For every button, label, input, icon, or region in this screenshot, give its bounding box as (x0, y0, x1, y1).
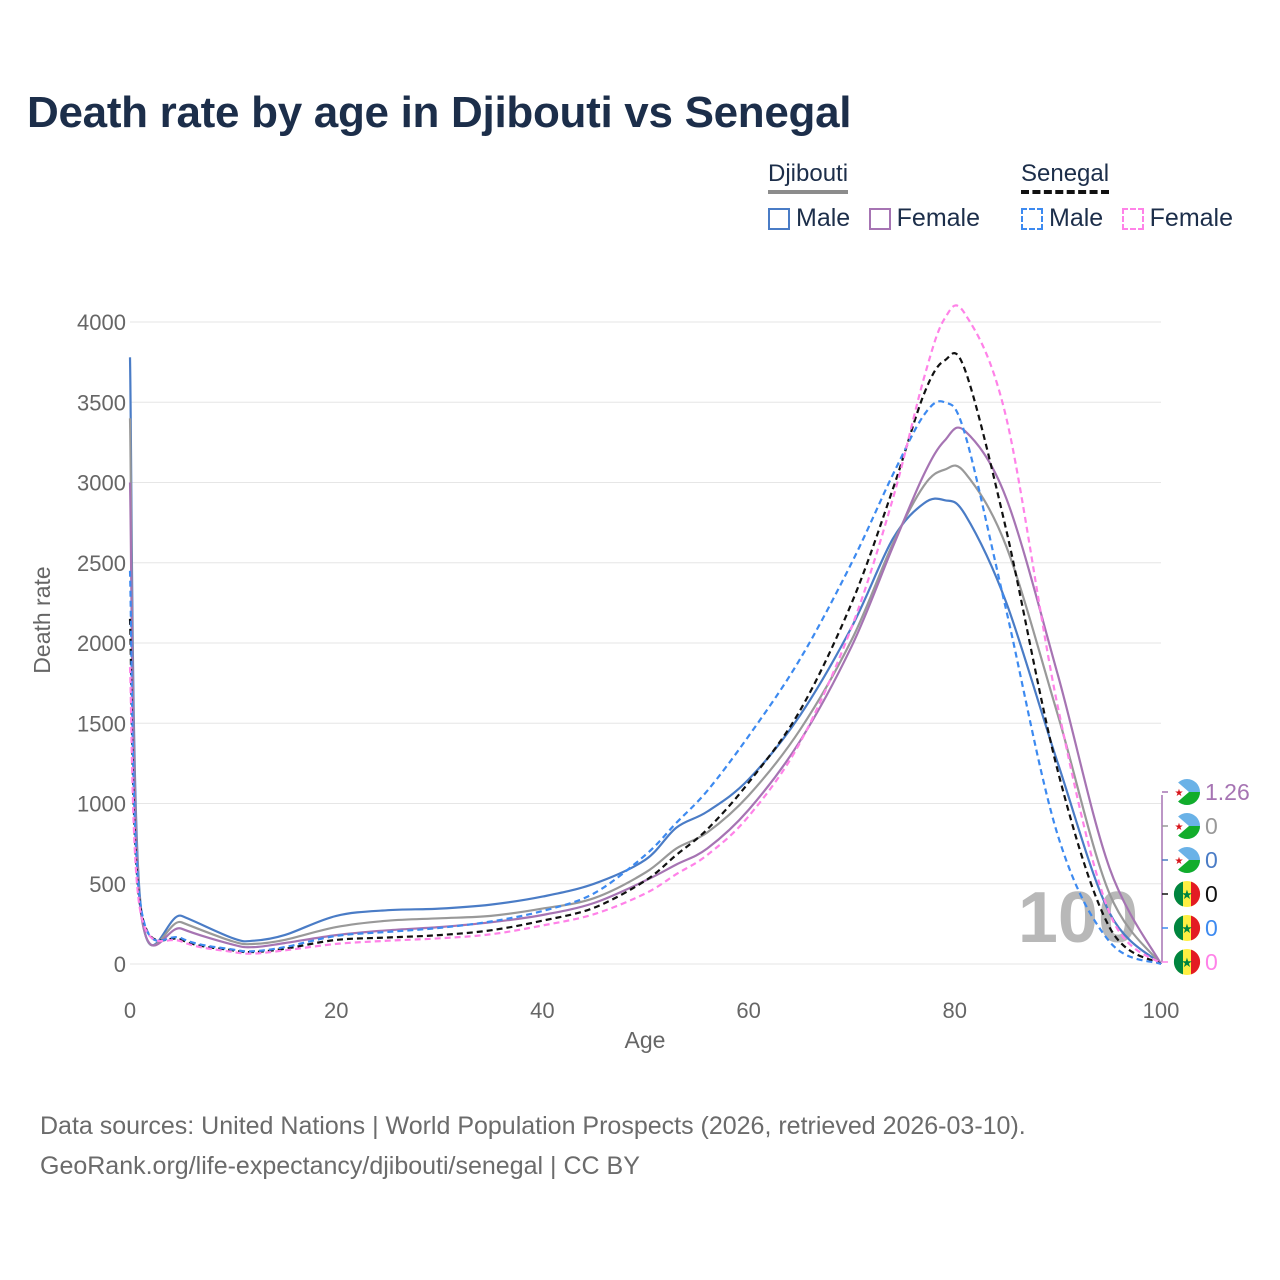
legend-group-senegal: Senegal Male Female (1021, 160, 1247, 235)
x-tick-label-80: 80 (943, 998, 967, 1023)
legend-swatch-senegal-male (1021, 207, 1043, 230)
senegal-flag-icon (1174, 915, 1200, 941)
y-tick-label-3500: 3500 (77, 390, 126, 415)
djibouti-flag-icon (1174, 847, 1200, 873)
senegal-flag-star: ★ (1181, 921, 1193, 936)
senegal-flag-red (1191, 949, 1201, 975)
senegal-flag-icon (1174, 949, 1200, 975)
y-tick-label-0: 0 (114, 952, 126, 977)
x-tick-label-60: 60 (736, 998, 760, 1023)
legend-item-senegal-male[interactable]: Male (1021, 204, 1103, 233)
djibouti-flag-icon (1174, 779, 1200, 805)
series-line-djibouti-both (128, 418, 1162, 965)
y-tick-label-2000: 2000 (77, 631, 126, 656)
djibouti-flag-green-half (1174, 826, 1200, 839)
legend-item-senegal-female[interactable]: Female (1121, 204, 1234, 233)
y-tick-label-500: 500 (89, 872, 126, 897)
senegal-flag-red (1191, 881, 1201, 907)
senegal-flag-green (1173, 949, 1183, 975)
djibouti-flag-triangle (1174, 813, 1189, 839)
senegal-flag-star: ★ (1181, 887, 1193, 902)
end-label-value-4: 0 (1205, 915, 1218, 941)
y-tick-label-1500: 1500 (77, 711, 126, 736)
x-tick-label-100: 100 (1143, 998, 1180, 1023)
legend-swatch-djibouti-male (768, 207, 790, 230)
legend-swatch-djibouti-female (868, 207, 891, 230)
end-label-value-0: 1.26 (1205, 779, 1250, 805)
chart-title: Death rate by age in Djibouti vs Senegal (27, 88, 852, 137)
legend-title-djibouti: Djibouti (768, 160, 849, 194)
end-label-value-1: 0 (1205, 813, 1218, 839)
djibouti-flag-green-half (1174, 792, 1200, 805)
y-tick-label-1000: 1000 (77, 792, 126, 817)
y-tick-label-4000: 4000 (77, 310, 126, 335)
source-note: Data sources: United Nations | World Pop… (40, 1106, 1026, 1186)
y-tick-label-2500: 2500 (77, 551, 126, 576)
legend-label-djibouti-male: Male (796, 204, 851, 232)
legend-label-senegal-male: Male (1049, 204, 1104, 232)
senegal-flag-icon (1174, 881, 1200, 907)
legend-swatch-senegal-female (1121, 207, 1144, 230)
senegal-flag-green (1173, 915, 1183, 941)
x-tick-label-40: 40 (530, 998, 554, 1023)
senegal-flag-green (1173, 881, 1183, 907)
series-line-djibouti-female (128, 426, 1162, 965)
legend-label-senegal-female: Female (1149, 204, 1234, 232)
x-axis-title: Age (625, 1027, 666, 1053)
legend-group-djibouti: Djibouti Male Female (768, 160, 994, 235)
djibouti-flag-star: ★ (1175, 822, 1184, 833)
age-annotation: 100 (1018, 878, 1138, 958)
djibouti-flag-green-half (1174, 860, 1200, 873)
senegal-flag-red (1191, 915, 1201, 941)
series-line-senegal-male (128, 400, 1162, 966)
end-label-value-2: 0 (1205, 847, 1218, 873)
y-tick-label-3000: 3000 (77, 471, 126, 496)
x-tick-label-20: 20 (324, 998, 348, 1023)
end-label-value-3: 0 (1205, 881, 1218, 907)
djibouti-flag-triangle (1174, 779, 1189, 805)
djibouti-flag-triangle (1174, 847, 1189, 873)
legend-title-senegal: Senegal (1021, 160, 1110, 194)
source-line-2: GeoRank.org/life-expectancy/djibouti/sen… (40, 1152, 640, 1180)
djibouti-flag-star: ★ (1175, 856, 1184, 867)
senegal-flag-star: ★ (1181, 955, 1193, 970)
source-line-1: Data sources: United Nations | World Pop… (40, 1112, 1026, 1140)
legend-label-djibouti-female: Female (896, 204, 981, 232)
series-line-senegal-both (128, 352, 1162, 965)
end-label-value-5: 0 (1205, 949, 1218, 975)
series-line-djibouti-male (128, 357, 1162, 965)
legend-item-djibouti-male[interactable]: Male (768, 204, 850, 233)
series-line-senegal-female (128, 304, 1162, 965)
legend-item-djibouti-female[interactable]: Female (868, 204, 981, 233)
djibouti-flag-star: ★ (1175, 788, 1184, 799)
y-axis-title: Death rate (29, 566, 55, 673)
x-tick-label-0: 0 (124, 998, 136, 1023)
djibouti-flag-icon (1174, 813, 1200, 839)
